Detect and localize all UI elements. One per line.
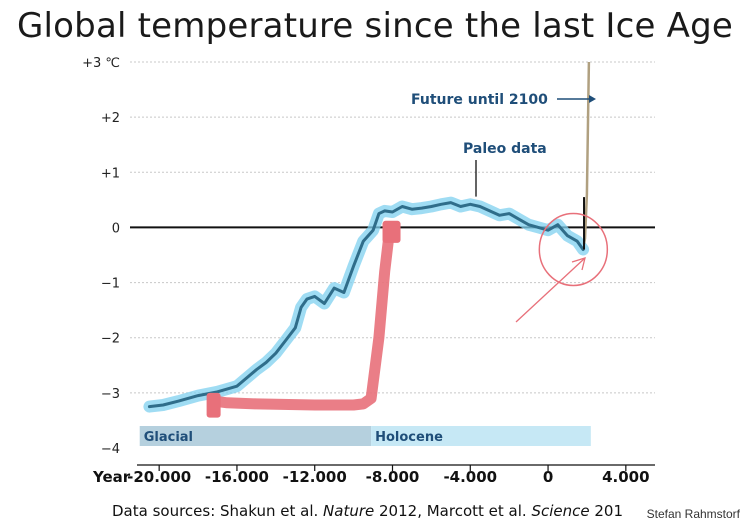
highlight-circle bbox=[538, 212, 609, 287]
x-tick-label: -16.000 bbox=[205, 468, 269, 486]
band-holocene bbox=[371, 426, 591, 446]
annotation-paleo: Paleo data bbox=[463, 141, 547, 157]
x-tick-label: -12.000 bbox=[283, 468, 347, 486]
y-tick-label: −3 bbox=[101, 387, 120, 402]
paleo-series-glow bbox=[143, 196, 590, 413]
sources-suffix: 201 bbox=[589, 502, 623, 520]
x-tick-label: -4.000 bbox=[443, 468, 497, 486]
data-sources-caption: Data sources: Shakun et al. Nature 2012,… bbox=[112, 502, 623, 520]
x-axis-ticks: Year-20.000 -16.000 -12.000 -8.000 -4.000 0 4.… bbox=[92, 464, 655, 486]
y-tick-label: +2 bbox=[101, 111, 120, 126]
y-axis-ticks: +3 ℃ +2 +1 0 −1 −2 −3 −4 bbox=[82, 56, 120, 457]
annotation-future-arrowhead bbox=[589, 95, 596, 103]
sources-journal-science: Science bbox=[531, 502, 590, 520]
x-tick-label: -20.000 bbox=[127, 468, 191, 486]
x-tick-label: 0 bbox=[543, 468, 553, 486]
series-lines bbox=[143, 61, 591, 418]
y-tick-label: 0 bbox=[112, 221, 120, 236]
band-label-holocene: Holocene bbox=[375, 430, 443, 445]
x-tick-label: 4.000 bbox=[602, 468, 649, 486]
y-tick-label: −4 bbox=[101, 442, 120, 457]
highlight-stroke bbox=[208, 221, 397, 411]
annotations: Future until 2100 Paleo data bbox=[411, 92, 609, 323]
y-tick-label: −1 bbox=[101, 277, 120, 292]
paleo-series-line bbox=[147, 201, 585, 409]
sources-prefix: Data sources: Shakun et al. bbox=[112, 502, 324, 520]
x-tick-label: -8.000 bbox=[366, 468, 420, 486]
x-axis-label: Year bbox=[92, 468, 131, 486]
highlight-marker-right bbox=[382, 220, 401, 243]
highlight-marker-left bbox=[206, 392, 221, 418]
period-bands: Glacial Holocene bbox=[139, 426, 591, 446]
page-title: Global temperature since the last Ice Ag… bbox=[16, 6, 734, 46]
y-tick-label: +1 bbox=[101, 166, 120, 181]
y-tick-label: +3 ℃ bbox=[82, 56, 120, 71]
band-glacial bbox=[139, 426, 372, 446]
highlight-arrow bbox=[515, 257, 586, 323]
author-credit: Stefan Rahmstorf bbox=[646, 507, 740, 521]
annotation-future: Future until 2100 bbox=[411, 92, 548, 108]
y-tick-label: −2 bbox=[101, 332, 120, 347]
sources-journal-nature: Nature bbox=[323, 502, 375, 520]
sources-mid: 2012, Marcott et al. bbox=[374, 502, 532, 520]
band-label-glacial: Glacial bbox=[144, 430, 193, 445]
highlight-arrowhead bbox=[571, 257, 586, 271]
